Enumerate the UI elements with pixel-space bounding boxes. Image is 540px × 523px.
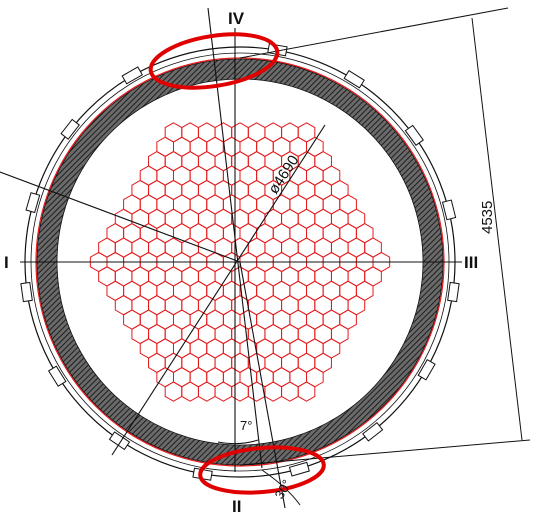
shell-tab: [288, 461, 310, 477]
hexagonal-core-lattice: [89, 122, 391, 402]
hex-cell: [231, 381, 249, 402]
dimension-4535: [239, 7, 531, 466]
dimension-extension-top: [239, 7, 509, 59]
shell-tab: [441, 199, 457, 221]
height-dimension-label: 4535: [479, 201, 496, 234]
hex-cell: [181, 381, 199, 402]
shell-tab: [447, 281, 460, 303]
dimension-line-vertical: [471, 17, 523, 441]
axis-label-top: IV: [228, 9, 245, 28]
hex-cell: [164, 381, 183, 402]
shell-protrusions: [20, 43, 460, 481]
hex-cell: [214, 381, 233, 402]
axis-label-left: I: [4, 253, 9, 272]
angle-ray-line: [239, 261, 286, 509]
shell-tab: [47, 365, 67, 387]
shell-tab: [20, 281, 33, 303]
outer-shell: [20, 43, 460, 481]
hex-cell: [297, 381, 316, 402]
shell-tab: [362, 422, 384, 442]
angle-label-30: 30°: [272, 477, 295, 502]
shell-tab: [417, 359, 436, 381]
highlight-ellipse-top: [148, 32, 280, 90]
dimension-extension-bottom: [239, 439, 531, 466]
diameter-label: ø4690: [265, 152, 302, 197]
hatched-ring: [36, 58, 444, 466]
diagonal-diameter-line: [111, 124, 326, 456]
shell-tab: [60, 118, 80, 140]
left-radial-line: [0, 171, 241, 263]
hex-cell: [264, 381, 283, 402]
shell-tab: [404, 124, 424, 146]
hex-cell: [281, 381, 299, 402]
axis-label-right: III: [464, 253, 478, 272]
hex-cell: [197, 381, 216, 402]
shell-tab: [121, 66, 143, 85]
shell-tab: [108, 431, 131, 451]
axis-label-bottom: II: [232, 497, 241, 516]
angle-arc-7: [217, 439, 259, 445]
shell-tab: [343, 69, 365, 89]
angle-label-7: 7°: [240, 418, 252, 433]
highlight-ellipse-bottom: [198, 445, 326, 495]
shell-tab: [25, 192, 41, 214]
